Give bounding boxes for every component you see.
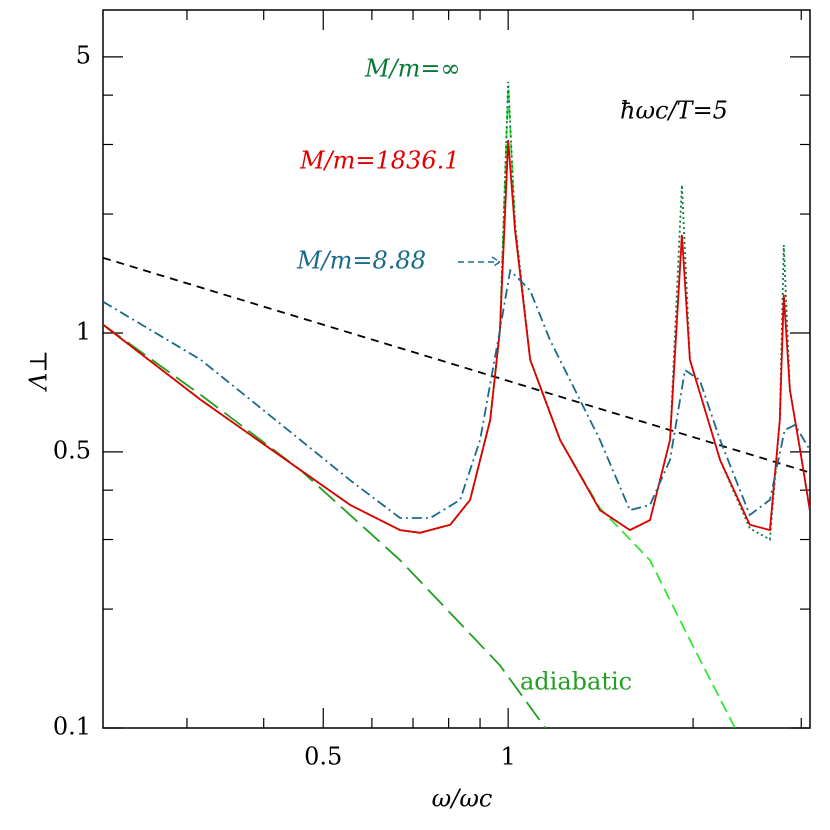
series-line	[103, 256, 810, 474]
series-label: M/m=8.88	[296, 247, 426, 275]
x-tick-label: 1	[501, 743, 516, 771]
y-tick-label: 0.5	[53, 436, 91, 464]
y-axis-label: Λ⊥	[25, 350, 53, 392]
annotation: ħωc/T=5	[620, 97, 728, 125]
series-label: M/m=∞	[364, 55, 461, 83]
x-axis-label: ω/ωc	[432, 785, 493, 813]
y-tick-label: 1	[76, 317, 91, 345]
series-line	[103, 86, 736, 728]
series-label: adiabatic	[520, 668, 632, 696]
pointer-arrow	[458, 256, 502, 268]
series-line	[103, 323, 547, 728]
y-tick-label: 5	[76, 41, 91, 69]
plot-frame	[102, 9, 811, 729]
y-tick-label: 0.1	[53, 713, 91, 741]
x-tick-label: 0.5	[304, 743, 342, 771]
series-line	[103, 139, 810, 534]
series-label: M/m=1836.1	[299, 147, 460, 175]
series-line	[103, 268, 810, 519]
